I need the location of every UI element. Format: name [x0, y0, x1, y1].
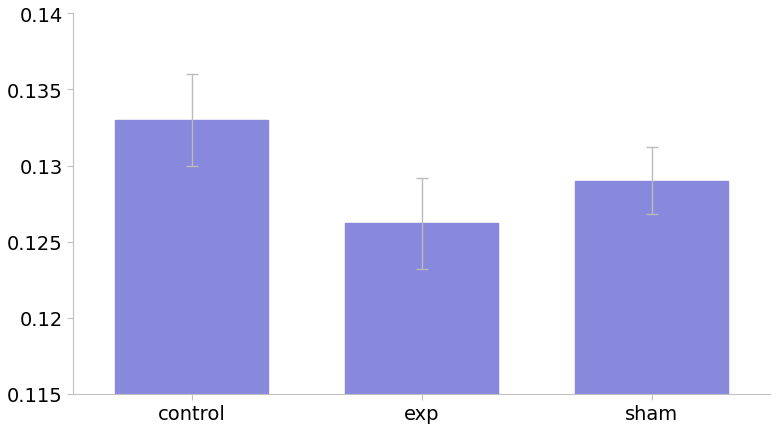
Bar [575, 181, 728, 394]
Bar [115, 121, 268, 394]
Bar [345, 224, 498, 394]
